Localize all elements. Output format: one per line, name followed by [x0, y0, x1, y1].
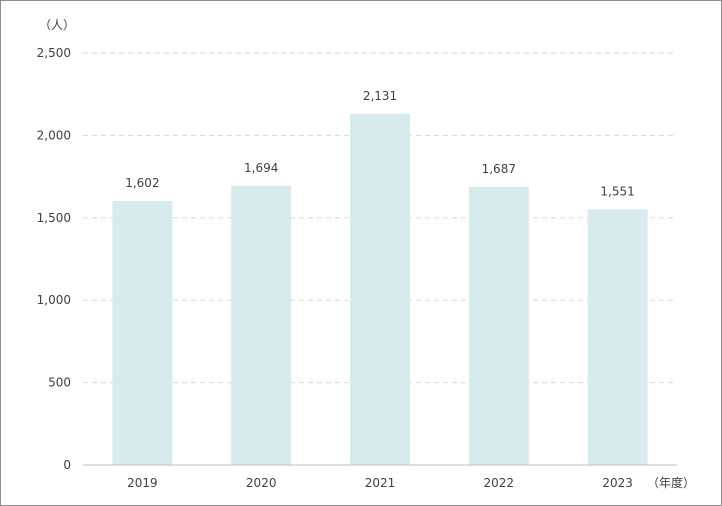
bar-2022 — [468, 186, 529, 465]
x-axis-ticks: 2019 2020 2021 2022 2023 — [127, 476, 633, 490]
data-label-2023: 1,551 — [600, 184, 634, 198]
x-tick-label-2022: 2022 — [484, 476, 515, 490]
y-tick-label-1000: 1,000 — [37, 293, 71, 307]
data-label-2020: 1,694 — [244, 161, 278, 175]
x-tick-label-2020: 2020 — [246, 476, 277, 490]
y-tick-label-2000: 2,000 — [37, 128, 71, 142]
data-label-2019: 1,602 — [125, 176, 159, 190]
y-tick-label-500: 500 — [48, 376, 71, 390]
x-tick-label-2023: 2023 — [602, 476, 633, 490]
bar-2019 — [112, 200, 173, 465]
x-unit-label: （年度） — [647, 475, 695, 490]
bar-2020 — [231, 185, 292, 465]
y-tick-label-0: 0 — [63, 458, 71, 472]
y-axis-ticks: 0 500 1,000 1,500 2,000 2,500 — [37, 46, 71, 472]
x-tick-label-2021: 2021 — [365, 476, 396, 490]
x-tick-label-2019: 2019 — [127, 476, 158, 490]
data-label-2022: 1,687 — [482, 162, 516, 176]
data-labels: 1,602 1,694 2,131 1,687 1,551 — [125, 89, 635, 199]
y-unit-label: （人） — [39, 18, 75, 32]
bar-2023 — [587, 209, 648, 465]
bar-2021 — [350, 113, 410, 465]
y-tick-label-1500: 1,500 — [37, 211, 71, 225]
data-label-2021: 2,131 — [363, 89, 397, 103]
y-tick-label-2500: 2,500 — [37, 46, 71, 60]
bars — [112, 113, 648, 465]
